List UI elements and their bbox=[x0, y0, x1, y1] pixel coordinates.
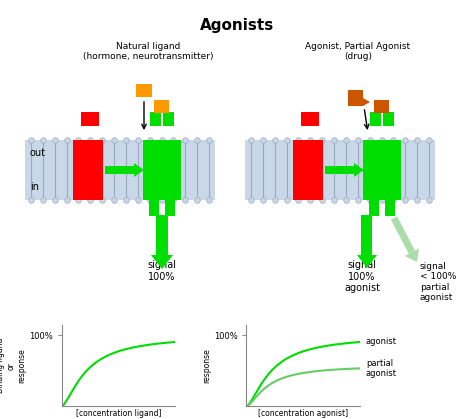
Bar bbox=[363, 140, 401, 200]
Polygon shape bbox=[357, 255, 377, 268]
Bar bbox=[73, 140, 103, 200]
X-axis label: [concentration agonist]: [concentration agonist] bbox=[258, 409, 348, 418]
Polygon shape bbox=[134, 163, 144, 177]
Polygon shape bbox=[151, 255, 173, 269]
Bar bbox=[369, 200, 379, 216]
Text: Agonists: Agonists bbox=[200, 18, 274, 33]
Polygon shape bbox=[405, 248, 419, 262]
Bar bbox=[155, 100, 170, 113]
Text: signal
100%
agonist: signal 100% agonist bbox=[344, 260, 380, 293]
Text: partial
agonist: partial agonist bbox=[366, 359, 397, 378]
Text: signal
100%: signal 100% bbox=[147, 260, 176, 282]
Text: Natural ligand
(hormone, neurotransmitter): Natural ligand (hormone, neurotransmitte… bbox=[83, 42, 213, 62]
Bar bbox=[105, 166, 134, 174]
Bar bbox=[136, 84, 152, 97]
Polygon shape bbox=[348, 90, 370, 106]
Bar bbox=[383, 112, 394, 126]
Bar bbox=[81, 112, 90, 126]
Bar bbox=[150, 112, 161, 126]
Text: signal
< 100%
partial
agonist: signal < 100% partial agonist bbox=[420, 262, 456, 302]
Bar bbox=[325, 166, 354, 174]
Bar bbox=[374, 100, 390, 113]
Bar bbox=[143, 140, 181, 200]
Bar bbox=[370, 112, 381, 126]
Polygon shape bbox=[354, 163, 364, 177]
Bar bbox=[163, 112, 174, 126]
Polygon shape bbox=[391, 216, 415, 254]
X-axis label: [concentration ligand]: [concentration ligand] bbox=[76, 409, 161, 418]
Bar bbox=[362, 215, 373, 255]
Bar bbox=[149, 200, 159, 216]
Bar bbox=[90, 112, 99, 126]
Bar bbox=[293, 140, 323, 200]
Bar bbox=[156, 215, 168, 255]
Y-axis label: Binding ligand
or
response: Binding ligand or response bbox=[0, 338, 26, 393]
Bar bbox=[25, 140, 215, 200]
Bar bbox=[245, 140, 435, 200]
Bar bbox=[385, 200, 395, 216]
Text: in: in bbox=[30, 182, 39, 192]
Bar bbox=[310, 112, 319, 126]
Bar bbox=[301, 112, 310, 126]
Text: agonist: agonist bbox=[366, 337, 397, 347]
Text: out: out bbox=[30, 148, 46, 158]
Y-axis label: response: response bbox=[202, 348, 211, 383]
Text: Agonist, Partial Agonist
(drug): Agonist, Partial Agonist (drug) bbox=[305, 42, 410, 62]
Bar bbox=[165, 200, 175, 216]
